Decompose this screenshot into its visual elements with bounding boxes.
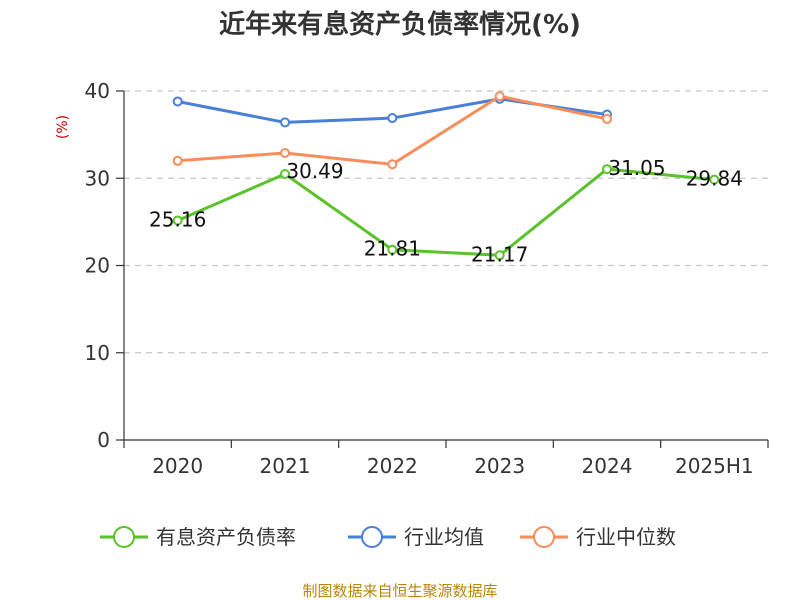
- data-label: 21.81: [364, 237, 421, 261]
- data-point: [387, 159, 398, 170]
- data-point: [494, 250, 505, 261]
- legend-label: 行业均值: [404, 525, 484, 549]
- legend-label: 行业中位数: [576, 525, 676, 549]
- data-point: [709, 174, 720, 185]
- data-point: [280, 168, 290, 179]
- y-tick-label: 0: [97, 428, 110, 452]
- data-label: 25.16: [149, 207, 206, 231]
- chart-title: 近年来有息资产负债率情况(%): [219, 9, 581, 40]
- data-label: 21.17: [471, 242, 528, 266]
- data-point: [387, 244, 398, 255]
- legend-marker: [113, 526, 135, 548]
- legend-marker: [533, 526, 555, 548]
- data-point: [494, 91, 505, 102]
- x-tick-label: 2025H1: [675, 454, 754, 478]
- y-tick-label: 40: [85, 79, 110, 103]
- data-point: [172, 155, 183, 166]
- data-label: 31.05: [608, 156, 665, 180]
- data-label: 30.49: [286, 159, 343, 183]
- grid: [124, 90, 768, 354]
- data-point: [602, 164, 612, 175]
- legend-marker: [361, 526, 383, 548]
- y-axis-label: (%): [55, 115, 71, 139]
- data-point: [172, 215, 183, 226]
- legend-label: 有息资产负债率: [156, 525, 296, 549]
- data-point: [172, 96, 183, 107]
- data-label: 29.84: [686, 167, 743, 191]
- x-tick-label: 2021: [260, 454, 311, 478]
- series-line: [177, 167, 715, 257]
- series: [172, 91, 720, 261]
- y-tick-label: 30: [85, 166, 110, 190]
- y-tick-label: 10: [85, 341, 110, 365]
- x-tick-label: 2024: [582, 454, 633, 478]
- x-tick-label: 2022: [367, 454, 418, 478]
- series-line: [177, 94, 608, 166]
- data-point: [387, 113, 398, 124]
- x-tick-label: 2020: [152, 454, 203, 478]
- source-note: 制图数据来自恒生聚源数据库: [302, 582, 497, 600]
- data-point: [602, 113, 612, 124]
- data-labels: 25.16 30.49 21.81 21.17 31.05 29.84: [149, 156, 743, 266]
- data-point: [280, 147, 290, 158]
- data-point: [280, 117, 290, 128]
- axes: 0 10 20 30 40 2020 2021 2022 2023 2024 2025H1: [85, 79, 769, 478]
- x-tick-label: 2023: [474, 454, 525, 478]
- legend: 有息资产负债率 行业均值 行业中位数: [100, 525, 676, 549]
- y-tick-label: 20: [85, 254, 110, 278]
